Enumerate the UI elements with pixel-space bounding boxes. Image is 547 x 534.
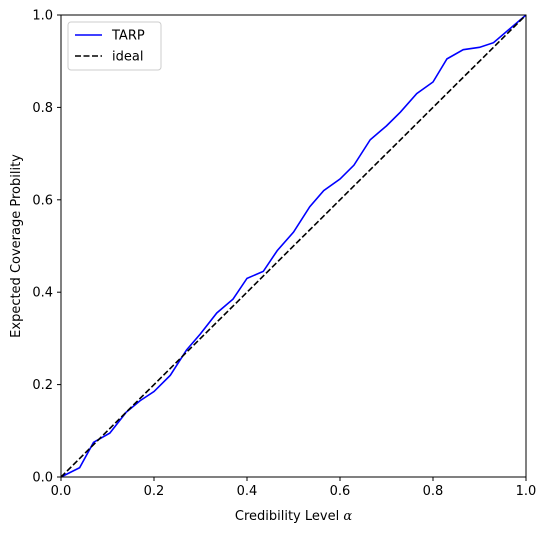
y-tick-label: 0.8 <box>32 101 53 116</box>
y-tick-label: 1.0 <box>32 9 53 24</box>
plot-frame <box>60 14 527 478</box>
y-axis: 0.0 0.2 0.4 0.6 0.8 1.0 <box>32 9 61 486</box>
y-tick-label: 0.6 <box>32 193 53 208</box>
series-line-tarp <box>60 14 527 478</box>
x-tick-label: 1.0 <box>516 484 537 499</box>
y-tick-label: 0.0 <box>32 471 53 486</box>
y-axis-label: Expected Coverage Probility <box>9 154 24 338</box>
y-tick-label: 0.2 <box>32 378 53 393</box>
series-line-ideal <box>60 14 527 478</box>
x-tick-label: 0.6 <box>330 484 351 499</box>
x-tick-label: 0.2 <box>144 484 165 499</box>
x-tick-label: 0.4 <box>237 484 258 499</box>
x-tick-label: 0.8 <box>423 484 444 499</box>
legend-label-tarp: TARP <box>111 29 145 44</box>
y-tick-label: 0.4 <box>32 286 53 301</box>
x-axis: 0.0 0.2 0.4 0.6 0.8 1.0 <box>51 477 537 499</box>
series-layer <box>60 14 527 478</box>
legend: TARP ideal <box>67 21 162 71</box>
x-axis-label: Credibility Level α <box>235 509 352 524</box>
x-tick-label: 0.0 <box>51 484 72 499</box>
legend-box <box>67 21 162 71</box>
plot-area <box>60 14 527 478</box>
legend-label-ideal: ideal <box>112 50 143 65</box>
